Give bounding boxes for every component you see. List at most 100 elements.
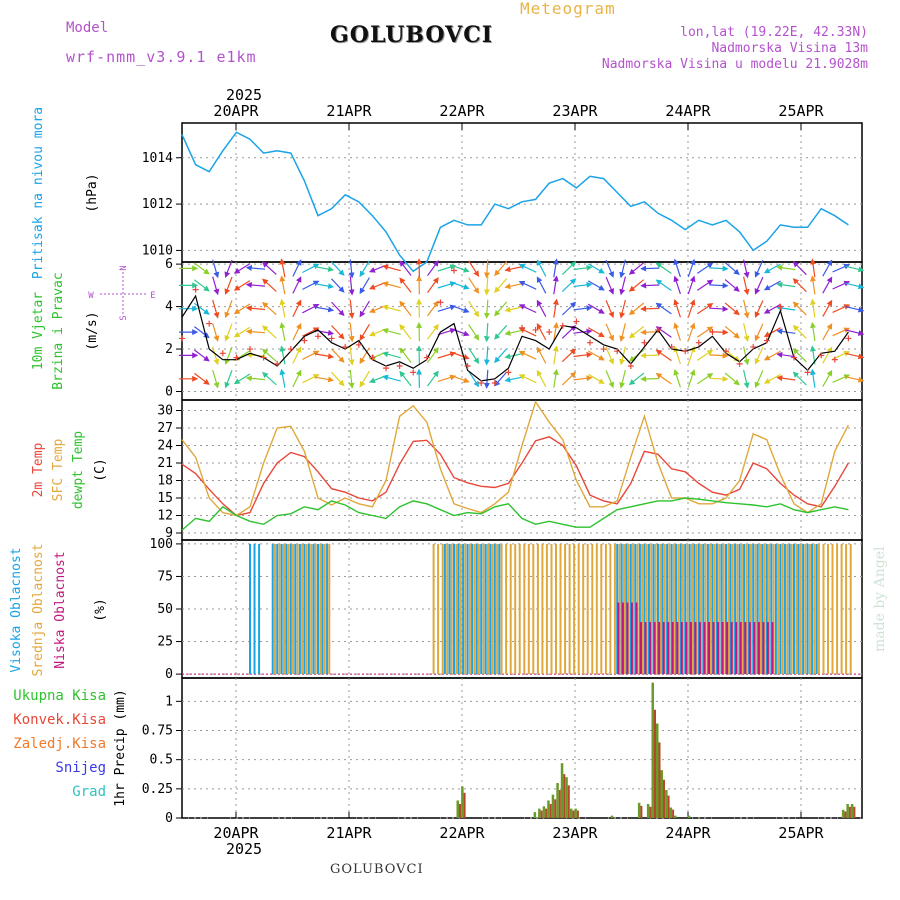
wind-arrow-43-0 <box>763 373 781 384</box>
cloud-bar-mid-20 <box>273 543 276 675</box>
cloud-bar-mid-140 <box>817 543 820 675</box>
precip-bar-total-6 <box>551 794 555 818</box>
precip-bar-conv-23 <box>848 806 851 818</box>
wind-arrow-43-3 <box>763 303 781 314</box>
wind-gust-mark-22 <box>478 380 485 387</box>
wind-arrow-36-3 <box>673 298 681 318</box>
cloud-bar-mid-139 <box>813 543 816 675</box>
cloud-bar-mid-110 <box>681 543 684 675</box>
wind-arrow-39-0 <box>709 375 729 382</box>
cloud-bar-mid-75 <box>523 543 526 675</box>
cloud-bar-mid-55 <box>432 543 435 675</box>
cloud-bar-mid-106 <box>663 543 666 675</box>
wind-arrow-6-0 <box>262 371 277 386</box>
wind-arrow-41-4 <box>743 276 750 296</box>
wind-arrow-11-5 <box>331 261 345 276</box>
cloud-bar-high-114 <box>697 543 700 675</box>
cloud-bar-high-16 <box>253 543 256 675</box>
cloud-bar-mid-131 <box>777 543 780 675</box>
cloud-bar-high-30 <box>317 543 319 675</box>
cloud-bar-high-120 <box>725 543 727 675</box>
wind-arrow-20-2 <box>451 328 470 337</box>
cloud-bar-mid-21 <box>278 543 281 675</box>
bottom-date-label-3: 23APR <box>552 824 598 842</box>
wind-arrow-22-2 <box>483 323 490 343</box>
wind-gust-mark-32 <box>614 348 621 355</box>
wind-arrow-4-5 <box>233 263 251 274</box>
wind-arrow-37-1 <box>687 345 696 365</box>
wind-arrow-6-4 <box>262 278 277 292</box>
pressure-panel-frame <box>181 122 863 263</box>
cloud-bar-mid-59 <box>450 543 453 675</box>
wind-arrow-12-5 <box>348 259 355 279</box>
cloud-segment-5-high <box>616 543 818 675</box>
wind-axis-title-2: Brzina i Pravac <box>51 272 66 389</box>
temperature-ytick-6: 27 <box>157 421 173 436</box>
cloud-bar-high-100 <box>634 543 637 675</box>
wind-arrow-40-0 <box>724 372 740 386</box>
cloud-bar-high-139 <box>811 543 814 675</box>
precip-bar-conv-18 <box>667 795 670 818</box>
precip-bar-total-17 <box>660 770 663 818</box>
wind-arrow-30-2 <box>587 327 605 338</box>
wind-gust-mark-0 <box>179 335 185 342</box>
cloud-bar-low-99 <box>630 602 633 675</box>
cloud-bar-mid-113 <box>695 543 698 675</box>
cloud-bar-high-122 <box>734 543 737 675</box>
cloud-bar-high-15 <box>249 543 251 675</box>
precip-bar-total-24 <box>850 804 854 818</box>
wind-arrow-24-5 <box>504 265 524 273</box>
wind-arrow-30-4 <box>587 280 605 291</box>
bottom-date-label-4: 24APR <box>665 824 711 842</box>
cloud-bar-mid-79 <box>541 543 544 675</box>
cloud-bar-low-129 <box>766 622 769 675</box>
cloud-bar-high-131 <box>774 543 777 675</box>
wind-arrow-10-4 <box>314 283 335 290</box>
wind-arrow-21-1 <box>468 347 480 365</box>
cloud-bar-high-130 <box>770 543 773 675</box>
wind-arrow-42-0 <box>754 370 764 389</box>
wind-arrow-41-5 <box>743 259 750 279</box>
cloud-bar-low-110 <box>680 622 683 675</box>
wind-arrow-35-4 <box>655 279 672 291</box>
precip-bar-total-22 <box>841 809 845 818</box>
precip-bar-total-14 <box>646 804 650 818</box>
wind-arrow-43-5 <box>763 263 781 274</box>
wind-arrow-46-2 <box>810 321 816 342</box>
wind-arrow-33-2 <box>628 325 645 339</box>
wind-arrow-16-2 <box>399 324 412 340</box>
precip-bar-conv-4 <box>545 808 548 818</box>
credit-text: made by Angel <box>872 546 888 653</box>
wind-arrow-7-2 <box>279 322 286 342</box>
precip-bar-total-16 <box>656 723 659 818</box>
wind-arrow-39-4 <box>709 282 729 289</box>
wind-arrow-22-0 <box>483 369 490 389</box>
cloud-bar-mid-58 <box>446 543 449 675</box>
cloud-bar-mid-57 <box>441 543 444 675</box>
wind-arrow-13-5 <box>359 260 370 278</box>
cloud-bar-mid-30 <box>319 543 322 675</box>
temperature-ytick-4: 21 <box>157 456 173 471</box>
bottom-date-label-0: 20APR <box>213 824 259 842</box>
precip-bar-conv-6 <box>554 799 557 818</box>
cloud-bar-high-106 <box>661 543 664 675</box>
precip-bar-conv-13 <box>640 805 643 818</box>
wind-arrow-18-3 <box>427 300 439 317</box>
wind-arrow-22-3 <box>483 299 490 319</box>
wind-arrow-9-4 <box>302 280 320 290</box>
wind-arrow-47-5 <box>822 259 833 277</box>
precip-bar-conv-10 <box>572 810 575 818</box>
cloud-bar-high-129 <box>765 543 768 675</box>
cloud-bar-low-101 <box>640 622 642 675</box>
wind-arrow-38-0 <box>696 373 714 385</box>
wind-arrow-28-0 <box>561 371 577 386</box>
wind-arrow-39-5 <box>709 265 729 272</box>
wind-arrow-28-1 <box>561 348 577 363</box>
wind-arrow-21-4 <box>468 277 480 294</box>
wind-arrow-34-0 <box>640 375 660 382</box>
cloud-bar-mid-78 <box>536 543 539 675</box>
compass-n: N <box>119 265 129 270</box>
wind-arrow-8-0 <box>292 369 302 388</box>
wind-ytick-3: 6 <box>165 257 173 272</box>
cloud-bar-low-126 <box>753 622 756 675</box>
